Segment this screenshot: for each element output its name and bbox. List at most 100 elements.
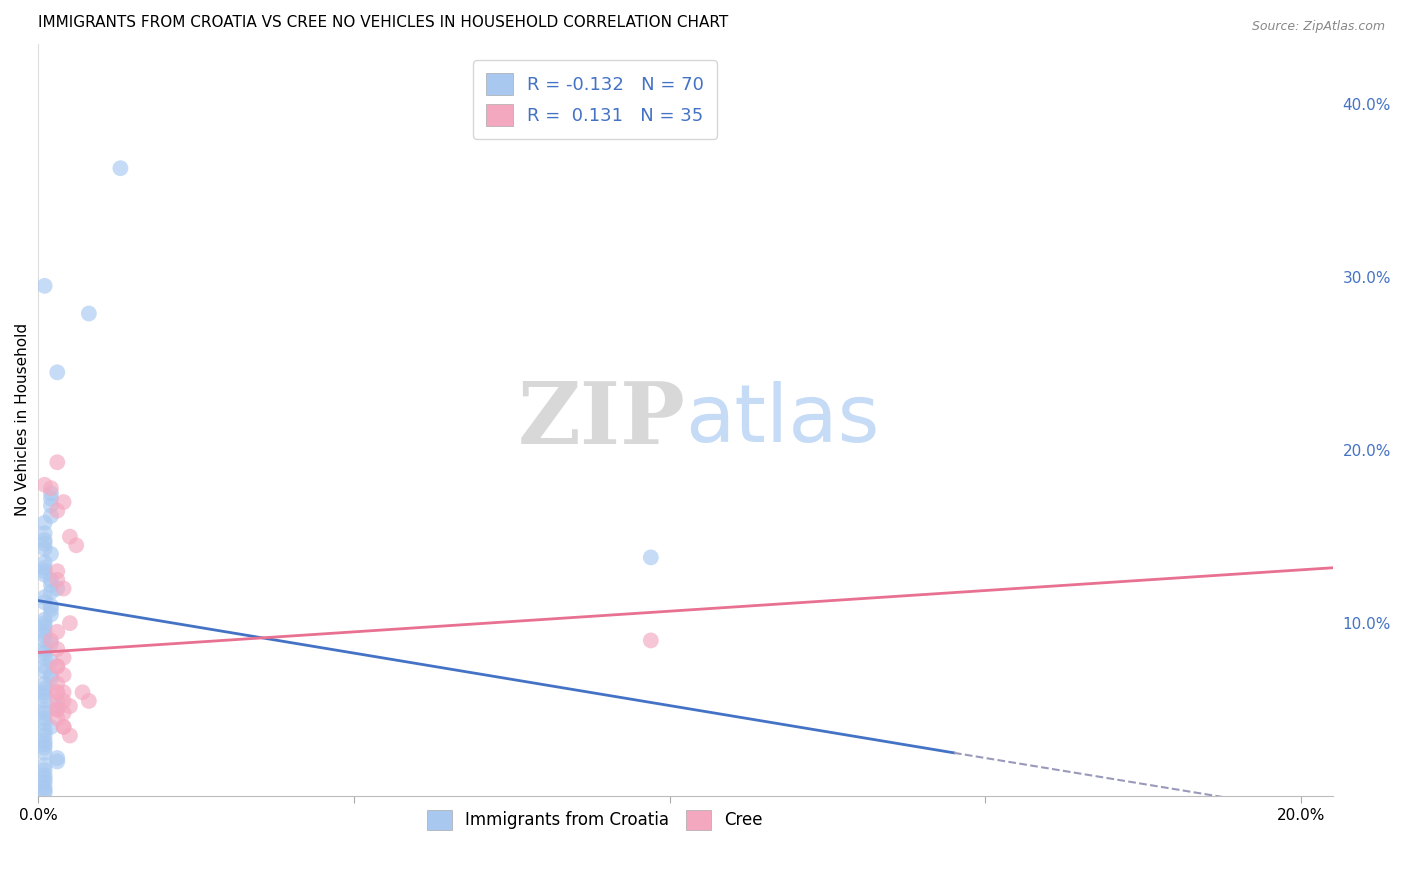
Point [52,720,75,734]
Point [59,530,82,544]
Point [34,689,56,703]
Point [34,758,56,772]
Point [39,654,62,668]
Point [34,536,56,550]
Point [52,668,75,682]
Point [39,668,62,682]
Point [46,659,69,673]
Point [34,624,56,639]
Point [39,672,62,686]
Point [39,633,62,648]
Point [39,499,62,513]
Point [34,694,56,708]
Point [39,508,62,523]
Point [34,763,56,777]
Point [34,642,56,657]
Point [46,659,69,673]
Point [39,486,62,500]
Point [34,723,56,738]
Point [34,646,56,660]
Point [46,703,69,717]
Point [46,573,69,587]
Point [46,694,69,708]
Point [34,786,56,800]
Point [77,306,100,320]
Point [52,685,75,699]
Point [34,595,56,609]
Point [46,676,69,690]
Y-axis label: No Vehicles in Household: No Vehicles in Household [15,323,30,516]
Point [34,681,56,696]
Point [34,768,56,782]
Point [59,699,82,714]
Point [34,556,56,570]
Legend: Immigrants from Croatia, Cree: Immigrants from Croatia, Cree [420,803,769,837]
Point [72,685,94,699]
Point [34,716,56,731]
Point [34,613,56,627]
Point [39,599,62,613]
Point [34,706,56,720]
Point [46,711,69,725]
Point [46,365,69,379]
Point [46,685,69,699]
Point [34,650,56,665]
Point [34,541,56,556]
Point [34,784,56,798]
Point [52,720,75,734]
Point [640,550,662,565]
Point [34,703,56,717]
Point [34,516,56,530]
Point [34,619,56,633]
Point [46,455,69,469]
Point [34,729,56,743]
Point [34,733,56,747]
Point [640,633,662,648]
Point [34,737,56,751]
Point [34,477,56,491]
Point [39,602,62,616]
Point [39,607,62,622]
Point [39,573,62,587]
Point [34,533,56,547]
Point [34,526,56,541]
Point [34,590,56,604]
Point [46,703,69,717]
Point [52,582,75,596]
Point [39,481,62,495]
Point [52,706,75,720]
Point [39,578,62,592]
Point [34,711,56,725]
Point [34,633,56,648]
Point [34,780,56,795]
Point [34,616,56,631]
Text: IMMIGRANTS FROM CROATIA VS CREE NO VEHICLES IN HOUSEHOLD CORRELATION CHART: IMMIGRANTS FROM CROATIA VS CREE NO VEHIC… [38,15,728,30]
Point [46,504,69,518]
Point [52,694,75,708]
Point [59,729,82,743]
Point [110,161,132,176]
Point [34,628,56,642]
Point [46,624,69,639]
Point [34,665,56,679]
Text: atlas: atlas [686,381,880,458]
Point [52,650,75,665]
Point [34,561,56,575]
Point [34,564,56,578]
Point [39,491,62,506]
Point [34,278,56,293]
Point [34,659,56,673]
Point [34,746,56,760]
Point [65,538,87,552]
Point [34,740,56,755]
Point [39,585,62,599]
Point [46,685,69,699]
Text: Source: ZipAtlas.com: Source: ZipAtlas.com [1251,20,1385,33]
Point [34,685,56,699]
Point [39,547,62,561]
Point [46,699,69,714]
Point [34,676,56,690]
Text: ZIP: ZIP [517,378,686,462]
Point [39,720,62,734]
Point [46,642,69,657]
